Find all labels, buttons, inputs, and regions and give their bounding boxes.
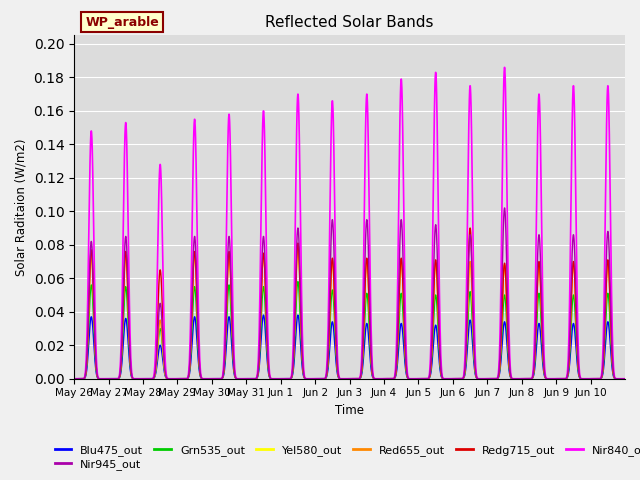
Grn535_out: [183, 376, 191, 382]
Line: Blu475_out: Blu475_out: [74, 315, 625, 379]
Grn535_out: [615, 376, 623, 382]
Redg715_out: [466, 225, 474, 231]
Nir840_out: [500, 64, 508, 70]
Grn535_out: [537, 315, 545, 321]
Nir945_out: [537, 273, 545, 279]
Blu475_out: [70, 376, 78, 382]
Text: WP_arable: WP_arable: [85, 15, 159, 28]
Yel580_out: [420, 376, 428, 382]
Line: Red655_out: Red655_out: [74, 245, 625, 379]
Red655_out: [621, 376, 629, 382]
Nir945_out: [621, 376, 629, 382]
Nir840_out: [420, 376, 428, 382]
Red655_out: [469, 313, 477, 319]
Blu475_out: [615, 376, 623, 382]
Redg715_out: [469, 295, 477, 300]
Nir945_out: [420, 376, 428, 382]
Yel580_out: [615, 376, 623, 382]
Blu475_out: [621, 376, 629, 382]
Line: Yel580_out: Yel580_out: [74, 248, 625, 379]
Blu475_out: [504, 355, 512, 360]
Yel580_out: [294, 245, 301, 251]
Grn535_out: [469, 329, 477, 335]
Yel580_out: [70, 376, 78, 382]
Nir840_out: [621, 376, 629, 382]
Red655_out: [183, 376, 191, 382]
Grn535_out: [294, 279, 301, 285]
Red655_out: [70, 376, 78, 382]
Yel580_out: [537, 293, 545, 299]
Yel580_out: [183, 376, 191, 382]
Nir945_out: [183, 376, 191, 382]
Red655_out: [537, 293, 545, 299]
Red655_out: [294, 242, 301, 248]
Redg715_out: [621, 376, 629, 382]
Blu475_out: [469, 344, 477, 350]
Yel580_out: [621, 376, 629, 382]
Red655_out: [615, 376, 623, 382]
Legend: Nir945_out: Nir945_out: [51, 455, 146, 474]
Nir840_out: [504, 262, 512, 267]
Redg715_out: [70, 376, 78, 382]
Legend: Blu475_out, Grn535_out, Yel580_out, Red655_out, Redg715_out, Nir840_out: Blu475_out, Grn535_out, Yel580_out, Red6…: [51, 440, 640, 460]
Yel580_out: [504, 334, 512, 340]
X-axis label: Time: Time: [335, 404, 364, 417]
Blu475_out: [183, 376, 191, 382]
Blu475_out: [260, 312, 268, 318]
Nir840_out: [183, 376, 191, 382]
Redg715_out: [537, 292, 545, 298]
Red655_out: [504, 334, 512, 340]
Redg715_out: [504, 334, 512, 339]
Nir840_out: [70, 376, 78, 382]
Nir945_out: [500, 205, 508, 211]
Blu475_out: [420, 376, 428, 382]
Line: Redg715_out: Redg715_out: [74, 228, 625, 379]
Line: Nir945_out: Nir945_out: [74, 208, 625, 379]
Nir840_out: [468, 205, 476, 211]
Grn535_out: [621, 376, 629, 382]
Blu475_out: [537, 336, 545, 342]
Nir945_out: [468, 292, 476, 298]
Nir840_out: [537, 172, 545, 178]
Nir945_out: [615, 376, 623, 382]
Line: Grn535_out: Grn535_out: [74, 282, 625, 379]
Line: Nir840_out: Nir840_out: [74, 67, 625, 379]
Grn535_out: [420, 376, 428, 382]
Redg715_out: [183, 376, 191, 382]
Redg715_out: [615, 376, 623, 382]
Yel580_out: [469, 313, 477, 319]
Y-axis label: Solar Raditaion (W/m2): Solar Raditaion (W/m2): [15, 138, 28, 276]
Redg715_out: [420, 376, 428, 382]
Nir840_out: [615, 376, 623, 382]
Nir945_out: [504, 313, 512, 319]
Red655_out: [420, 376, 428, 382]
Grn535_out: [504, 345, 512, 351]
Nir945_out: [70, 376, 78, 382]
Grn535_out: [70, 376, 78, 382]
Title: Reflected Solar Bands: Reflected Solar Bands: [266, 15, 434, 30]
